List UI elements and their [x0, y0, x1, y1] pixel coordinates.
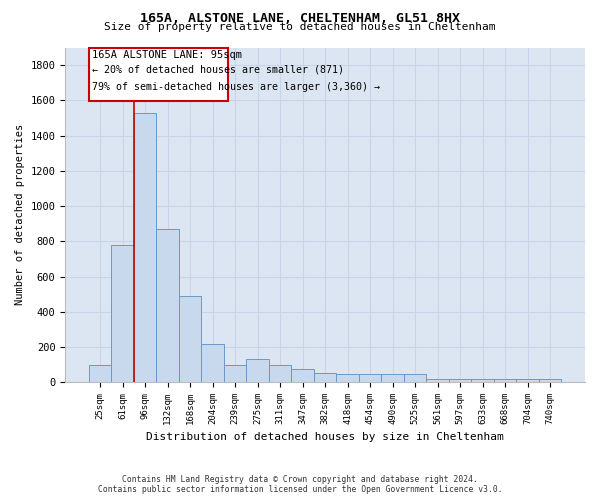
Bar — [179, 296, 202, 382]
Bar — [202, 344, 224, 382]
Text: 79% of semi-detached houses are larger (3,360) →: 79% of semi-detached houses are larger (… — [92, 82, 380, 92]
Bar — [269, 364, 292, 382]
Bar — [472, 378, 494, 382]
Text: Size of property relative to detached houses in Cheltenham: Size of property relative to detached ho… — [104, 22, 496, 32]
Bar — [247, 360, 269, 382]
Bar — [157, 229, 179, 382]
Bar — [224, 364, 247, 382]
Bar — [404, 374, 427, 382]
Text: Contains HM Land Registry data © Crown copyright and database right 2024.
Contai: Contains HM Land Registry data © Crown c… — [98, 474, 502, 494]
Y-axis label: Number of detached properties: Number of detached properties — [15, 124, 25, 306]
Bar — [134, 112, 157, 382]
Bar — [449, 378, 472, 382]
Text: 165A, ALSTONE LANE, CHELTENHAM, GL51 8HX: 165A, ALSTONE LANE, CHELTENHAM, GL51 8HX — [140, 12, 460, 26]
Bar — [539, 378, 562, 382]
Bar — [494, 378, 517, 382]
Text: 165A ALSTONE LANE: 95sqm: 165A ALSTONE LANE: 95sqm — [92, 50, 242, 60]
Bar — [112, 245, 134, 382]
Bar — [359, 374, 382, 382]
Bar — [382, 374, 404, 382]
Bar — [517, 378, 539, 382]
FancyBboxPatch shape — [89, 48, 229, 101]
Bar — [292, 369, 314, 382]
Bar — [89, 364, 112, 382]
Text: ← 20% of detached houses are smaller (871): ← 20% of detached houses are smaller (87… — [92, 64, 344, 74]
Bar — [314, 372, 337, 382]
Bar — [337, 374, 359, 382]
X-axis label: Distribution of detached houses by size in Cheltenham: Distribution of detached houses by size … — [146, 432, 504, 442]
Bar — [427, 378, 449, 382]
